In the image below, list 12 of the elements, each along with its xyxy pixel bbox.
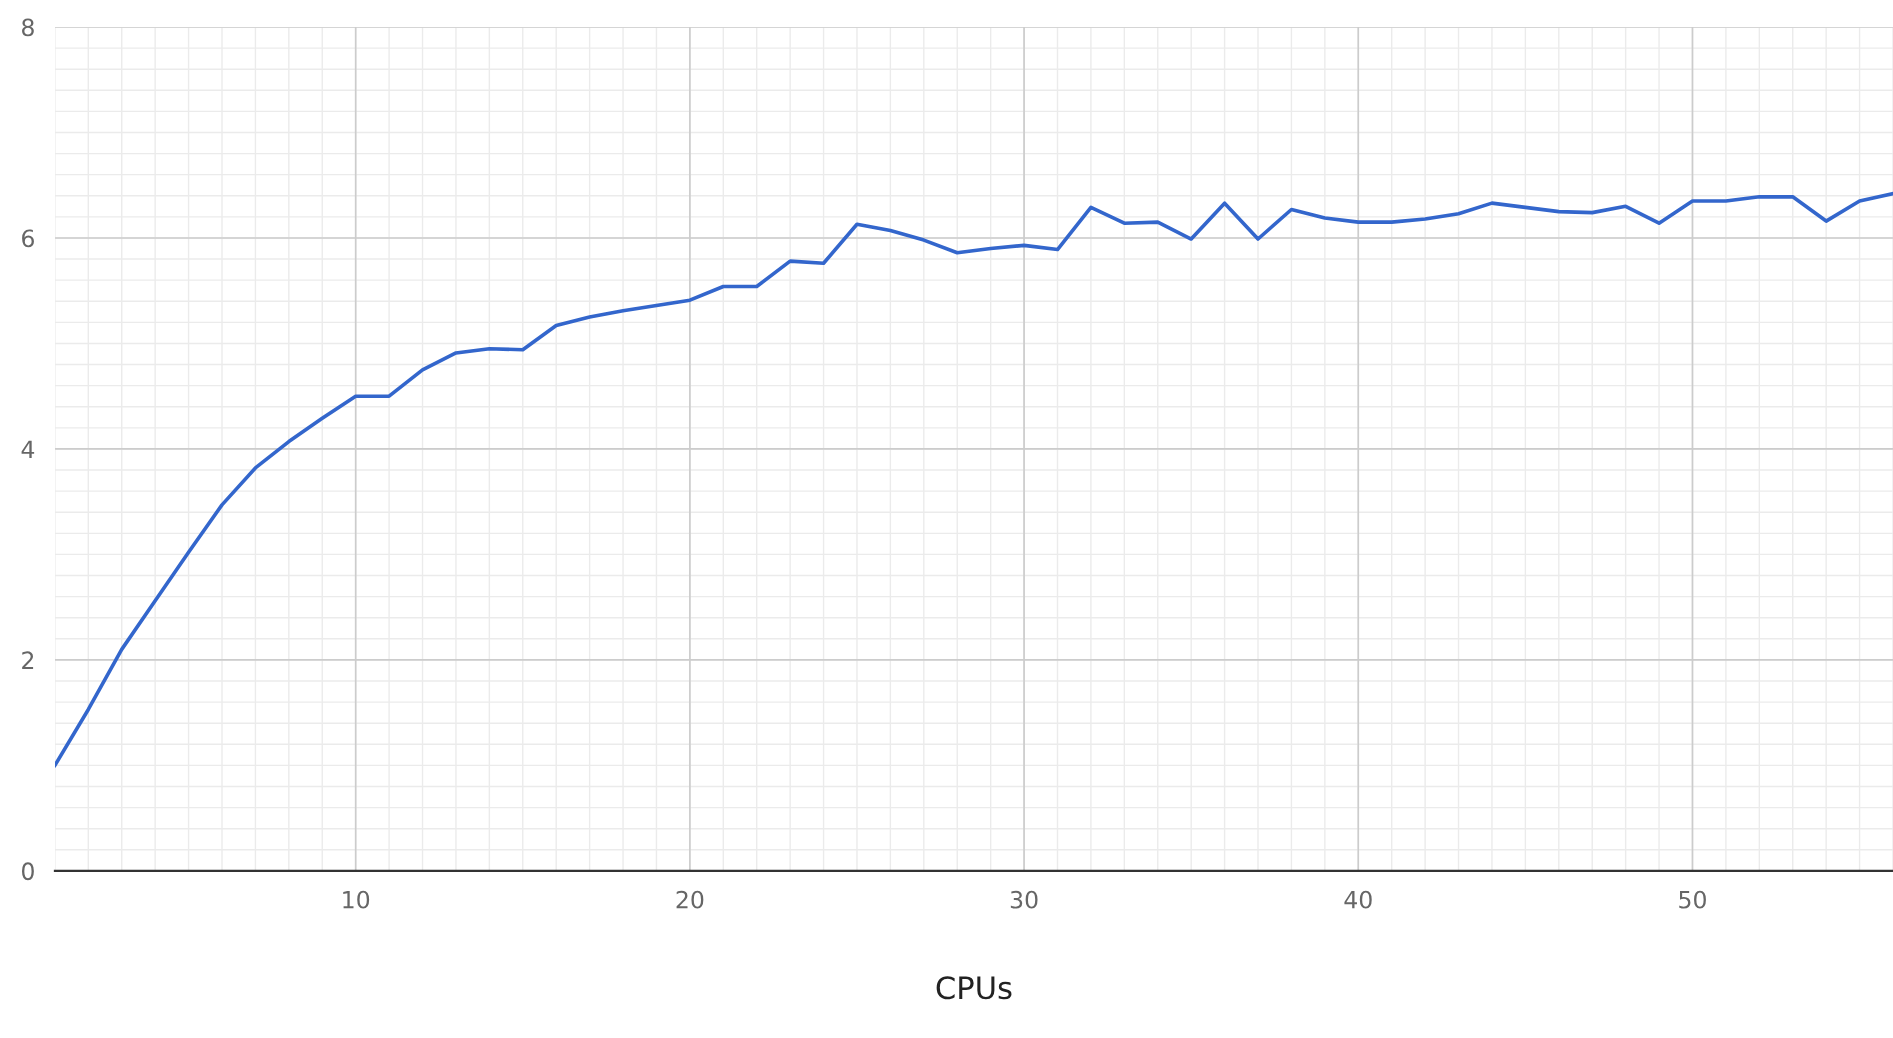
y-tick-label: 8 — [22, 18, 34, 37]
x-tick-label: 50 — [1679, 890, 1706, 909]
y-tick-label: 0 — [21, 862, 34, 881]
y-tick-label: 2 — [22, 651, 34, 669]
y-tick-label: 6 — [22, 229, 34, 248]
x-tick-label: 20 — [676, 890, 704, 909]
y-tick-label: 4 — [21, 440, 35, 458]
x-tick-label: 40 — [1344, 890, 1372, 909]
line-series — [54, 191, 1893, 768]
x-tick-label: 30 — [1010, 890, 1038, 909]
x-axis-title: CPUs — [936, 976, 1012, 1000]
x-tick-label: 10 — [343, 890, 370, 909]
